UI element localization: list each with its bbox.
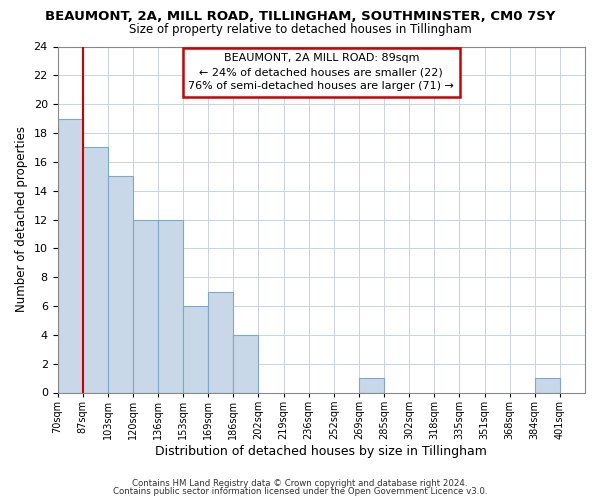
Text: BEAUMONT, 2A, MILL ROAD, TILLINGHAM, SOUTHMINSTER, CM0 7SY: BEAUMONT, 2A, MILL ROAD, TILLINGHAM, SOU… [45, 10, 555, 23]
Bar [108, 176, 133, 392]
Bar [58, 118, 83, 392]
Bar [133, 220, 158, 392]
Bar [233, 335, 259, 392]
Text: Contains public sector information licensed under the Open Government Licence v3: Contains public sector information licen… [113, 487, 487, 496]
Bar [359, 378, 384, 392]
Text: BEAUMONT, 2A MILL ROAD: 89sqm
← 24% of detached houses are smaller (22)
76% of s: BEAUMONT, 2A MILL ROAD: 89sqm ← 24% of d… [188, 54, 454, 92]
Bar [83, 148, 108, 392]
Bar [183, 306, 208, 392]
Bar [535, 378, 560, 392]
X-axis label: Distribution of detached houses by size in Tillingham: Distribution of detached houses by size … [155, 444, 487, 458]
Bar [208, 292, 233, 392]
Bar [158, 220, 183, 392]
Y-axis label: Number of detached properties: Number of detached properties [15, 126, 28, 312]
Text: Size of property relative to detached houses in Tillingham: Size of property relative to detached ho… [128, 22, 472, 36]
Text: Contains HM Land Registry data © Crown copyright and database right 2024.: Contains HM Land Registry data © Crown c… [132, 478, 468, 488]
